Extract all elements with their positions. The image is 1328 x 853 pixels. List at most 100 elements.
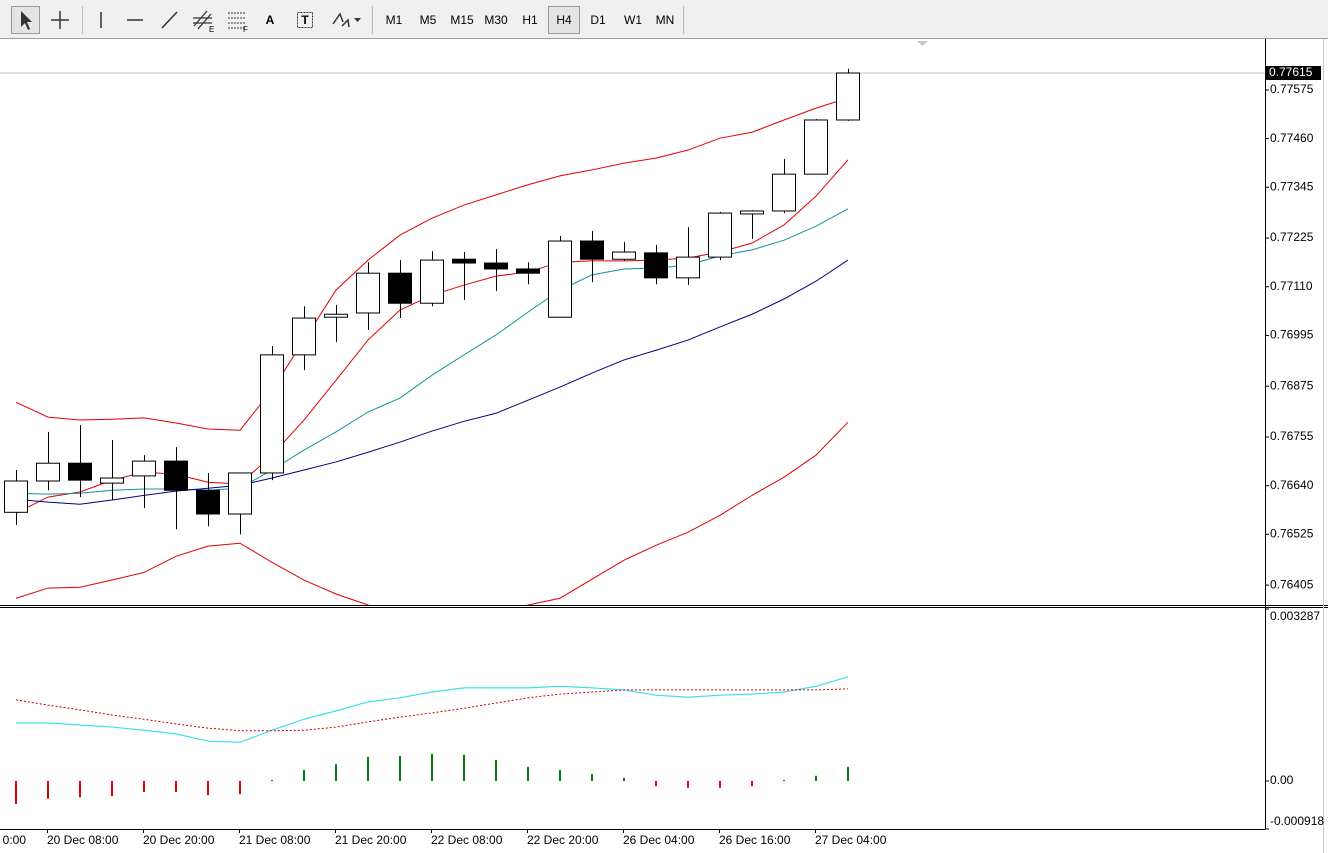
- candle-body: [612, 251, 636, 260]
- histogram-bar: [335, 764, 337, 781]
- fib-button[interactable]: [228, 12, 246, 29]
- histogram-bar: [431, 753, 433, 781]
- candle-body: [452, 258, 476, 264]
- macd-main-line: [16, 676, 849, 743]
- indicator-line: [15, 421, 849, 605]
- histogram-bar: [815, 775, 817, 781]
- x-tick-label: 21 Dec 20:00: [335, 833, 407, 847]
- timeframe-button[interactable]: M1: [386, 13, 403, 27]
- current-price-label: 0.77615: [1269, 65, 1313, 79]
- candle-body: [836, 72, 860, 121]
- candle-body: [36, 462, 60, 482]
- histogram-bar: [719, 780, 721, 788]
- candle-body: [132, 460, 156, 477]
- timeframe-button[interactable]: M30: [484, 13, 508, 27]
- candle-body: [548, 240, 572, 318]
- candle-body: [484, 262, 508, 270]
- y-tick-label: 0.77345: [1270, 179, 1314, 193]
- timeframe-button[interactable]: H4: [556, 13, 572, 27]
- histogram-bar: [143, 780, 145, 792]
- timeframe-button[interactable]: H1: [522, 13, 538, 27]
- candle-body: [708, 212, 732, 258]
- y-tick-label: 0.76755: [1270, 429, 1314, 443]
- histogram-bar: [367, 756, 369, 781]
- y-tick-label: 0.00: [1270, 773, 1294, 787]
- timeframe-button[interactable]: W1: [624, 13, 642, 27]
- candle-body: [68, 462, 92, 481]
- dropdown-arrow[interactable]: [354, 18, 361, 22]
- histogram-bar: [463, 754, 465, 781]
- candle-body: [644, 252, 668, 279]
- histogram-bar: [15, 780, 17, 804]
- histogram-bar: [111, 780, 113, 797]
- candle-body: [164, 460, 188, 491]
- histogram-bar: [207, 780, 209, 796]
- label-tool-box[interactable]: [297, 12, 313, 28]
- histogram-bar: [751, 780, 753, 787]
- x-tick-label: 26 Dec 04:00: [623, 833, 695, 847]
- candle-body: [740, 210, 764, 215]
- candle-body: [772, 173, 796, 212]
- histogram-bar: [271, 779, 273, 781]
- macd-signal-line: [15, 688, 849, 732]
- y-tick-label: 0.76875: [1270, 378, 1314, 392]
- histogram-bar: [559, 769, 561, 781]
- histogram-bar: [303, 769, 305, 781]
- histogram-bar: [47, 780, 49, 799]
- text-tool[interactable]: A: [266, 13, 275, 27]
- y-tick-label: 0.77460: [1270, 131, 1314, 145]
- y-tick-label: 0.77575: [1270, 82, 1314, 96]
- histogram-bar: [591, 774, 593, 781]
- channel-sub: E: [209, 25, 214, 34]
- candle-body: [516, 268, 540, 274]
- x-tick-label: 0:00: [3, 833, 27, 847]
- cursor-icon: [21, 11, 32, 30]
- axes: 0.77575 0.77460 0.77345 0.77225 0.77110 0.769…: [3, 65, 1325, 847]
- indicator-line: [15, 208, 849, 495]
- candle-body: [292, 317, 316, 356]
- y-tick-label: 0.76405: [1270, 577, 1314, 591]
- timeframe-button[interactable]: M15: [450, 13, 474, 27]
- x-tick-label: 27 Dec 04:00: [815, 833, 887, 847]
- x-tick-label: 20 Dec 20:00: [143, 833, 215, 847]
- indicator-line: [15, 259, 849, 505]
- shapes-button[interactable]: [332, 12, 350, 28]
- histogram-bar: [847, 766, 849, 781]
- histogram-bar: [655, 780, 657, 787]
- y-tick-label: 0.76525: [1270, 526, 1314, 540]
- candle-body: [324, 313, 348, 318]
- candle-body: [260, 354, 284, 474]
- trendline-button[interactable]: [161, 11, 178, 29]
- y-tick-label: 0.76995: [1270, 328, 1314, 342]
- x-tick-label: 20 Dec 08:00: [47, 833, 119, 847]
- chart-bg: [0, 39, 1328, 853]
- timeframe-button[interactable]: D1: [590, 13, 606, 27]
- x-tick-label: 22 Dec 20:00: [527, 833, 599, 847]
- toolbar-bg: [0, 0, 1328, 38]
- candle-body: [676, 256, 700, 279]
- candle-body: [356, 272, 380, 314]
- candle-body: [580, 240, 604, 260]
- candle-body: [228, 472, 252, 515]
- histogram-bar: [79, 780, 81, 798]
- candle-body: [388, 272, 412, 304]
- indicator-line: [15, 97, 849, 431]
- candle-body: [804, 119, 828, 175]
- x-tick-label: 21 Dec 08:00: [239, 833, 311, 847]
- label-tool[interactable]: T: [301, 13, 309, 27]
- candle-body: [420, 259, 444, 304]
- y-tick-label: -0.000918: [1270, 814, 1324, 828]
- toolbar: E F A T M1 M5 M15 M30 H1 H4 D1 W1 MN: [0, 0, 1328, 39]
- channel-button[interactable]: [193, 10, 212, 30]
- histogram-bar: [239, 780, 241, 795]
- crosshair-button[interactable]: [51, 11, 69, 29]
- x-tick-label: 26 Dec 16:00: [719, 833, 791, 847]
- timeframe-button[interactable]: M5: [420, 13, 437, 27]
- y-tick-label: 0.003287: [1270, 609, 1320, 623]
- timeframe-active: [548, 6, 580, 34]
- histogram-bar: [399, 755, 401, 781]
- timeframe-button[interactable]: MN: [656, 13, 675, 27]
- y-tick-label: 0.77110: [1270, 279, 1313, 293]
